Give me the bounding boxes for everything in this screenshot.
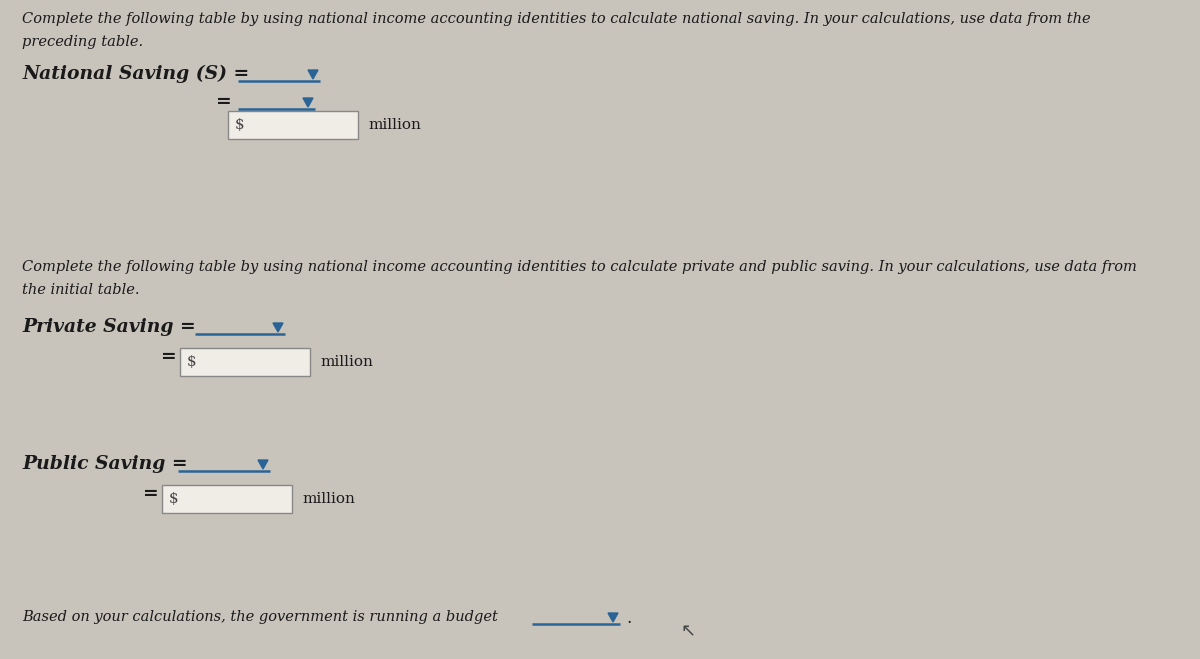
Text: Based on your calculations, the government is running a budget: Based on your calculations, the governme…	[22, 610, 498, 624]
Text: million: million	[302, 492, 355, 506]
Polygon shape	[308, 70, 318, 79]
Text: =: =	[160, 348, 175, 366]
Text: =: =	[215, 93, 230, 111]
Text: preceding table.: preceding table.	[22, 35, 143, 49]
Text: .: .	[626, 610, 631, 627]
Text: million: million	[368, 118, 421, 132]
Polygon shape	[274, 323, 283, 332]
Text: National Saving (S) =: National Saving (S) =	[22, 65, 250, 83]
Text: Complete the following table by using national income accounting identities to c: Complete the following table by using na…	[22, 12, 1091, 26]
Polygon shape	[608, 613, 618, 622]
Polygon shape	[302, 98, 313, 107]
Text: $: $	[169, 492, 179, 506]
FancyBboxPatch shape	[162, 485, 292, 513]
Text: $: $	[187, 355, 197, 369]
FancyBboxPatch shape	[180, 348, 310, 376]
Text: $: $	[235, 118, 245, 132]
Text: ↖: ↖	[680, 622, 695, 640]
FancyBboxPatch shape	[228, 111, 358, 139]
Text: million: million	[320, 355, 373, 369]
Text: the initial table.: the initial table.	[22, 283, 139, 297]
Text: Private Saving =: Private Saving =	[22, 318, 196, 336]
Text: =: =	[142, 485, 157, 503]
Text: Public Saving =: Public Saving =	[22, 455, 187, 473]
Polygon shape	[258, 460, 268, 469]
Text: Complete the following table by using national income accounting identities to c: Complete the following table by using na…	[22, 260, 1136, 274]
